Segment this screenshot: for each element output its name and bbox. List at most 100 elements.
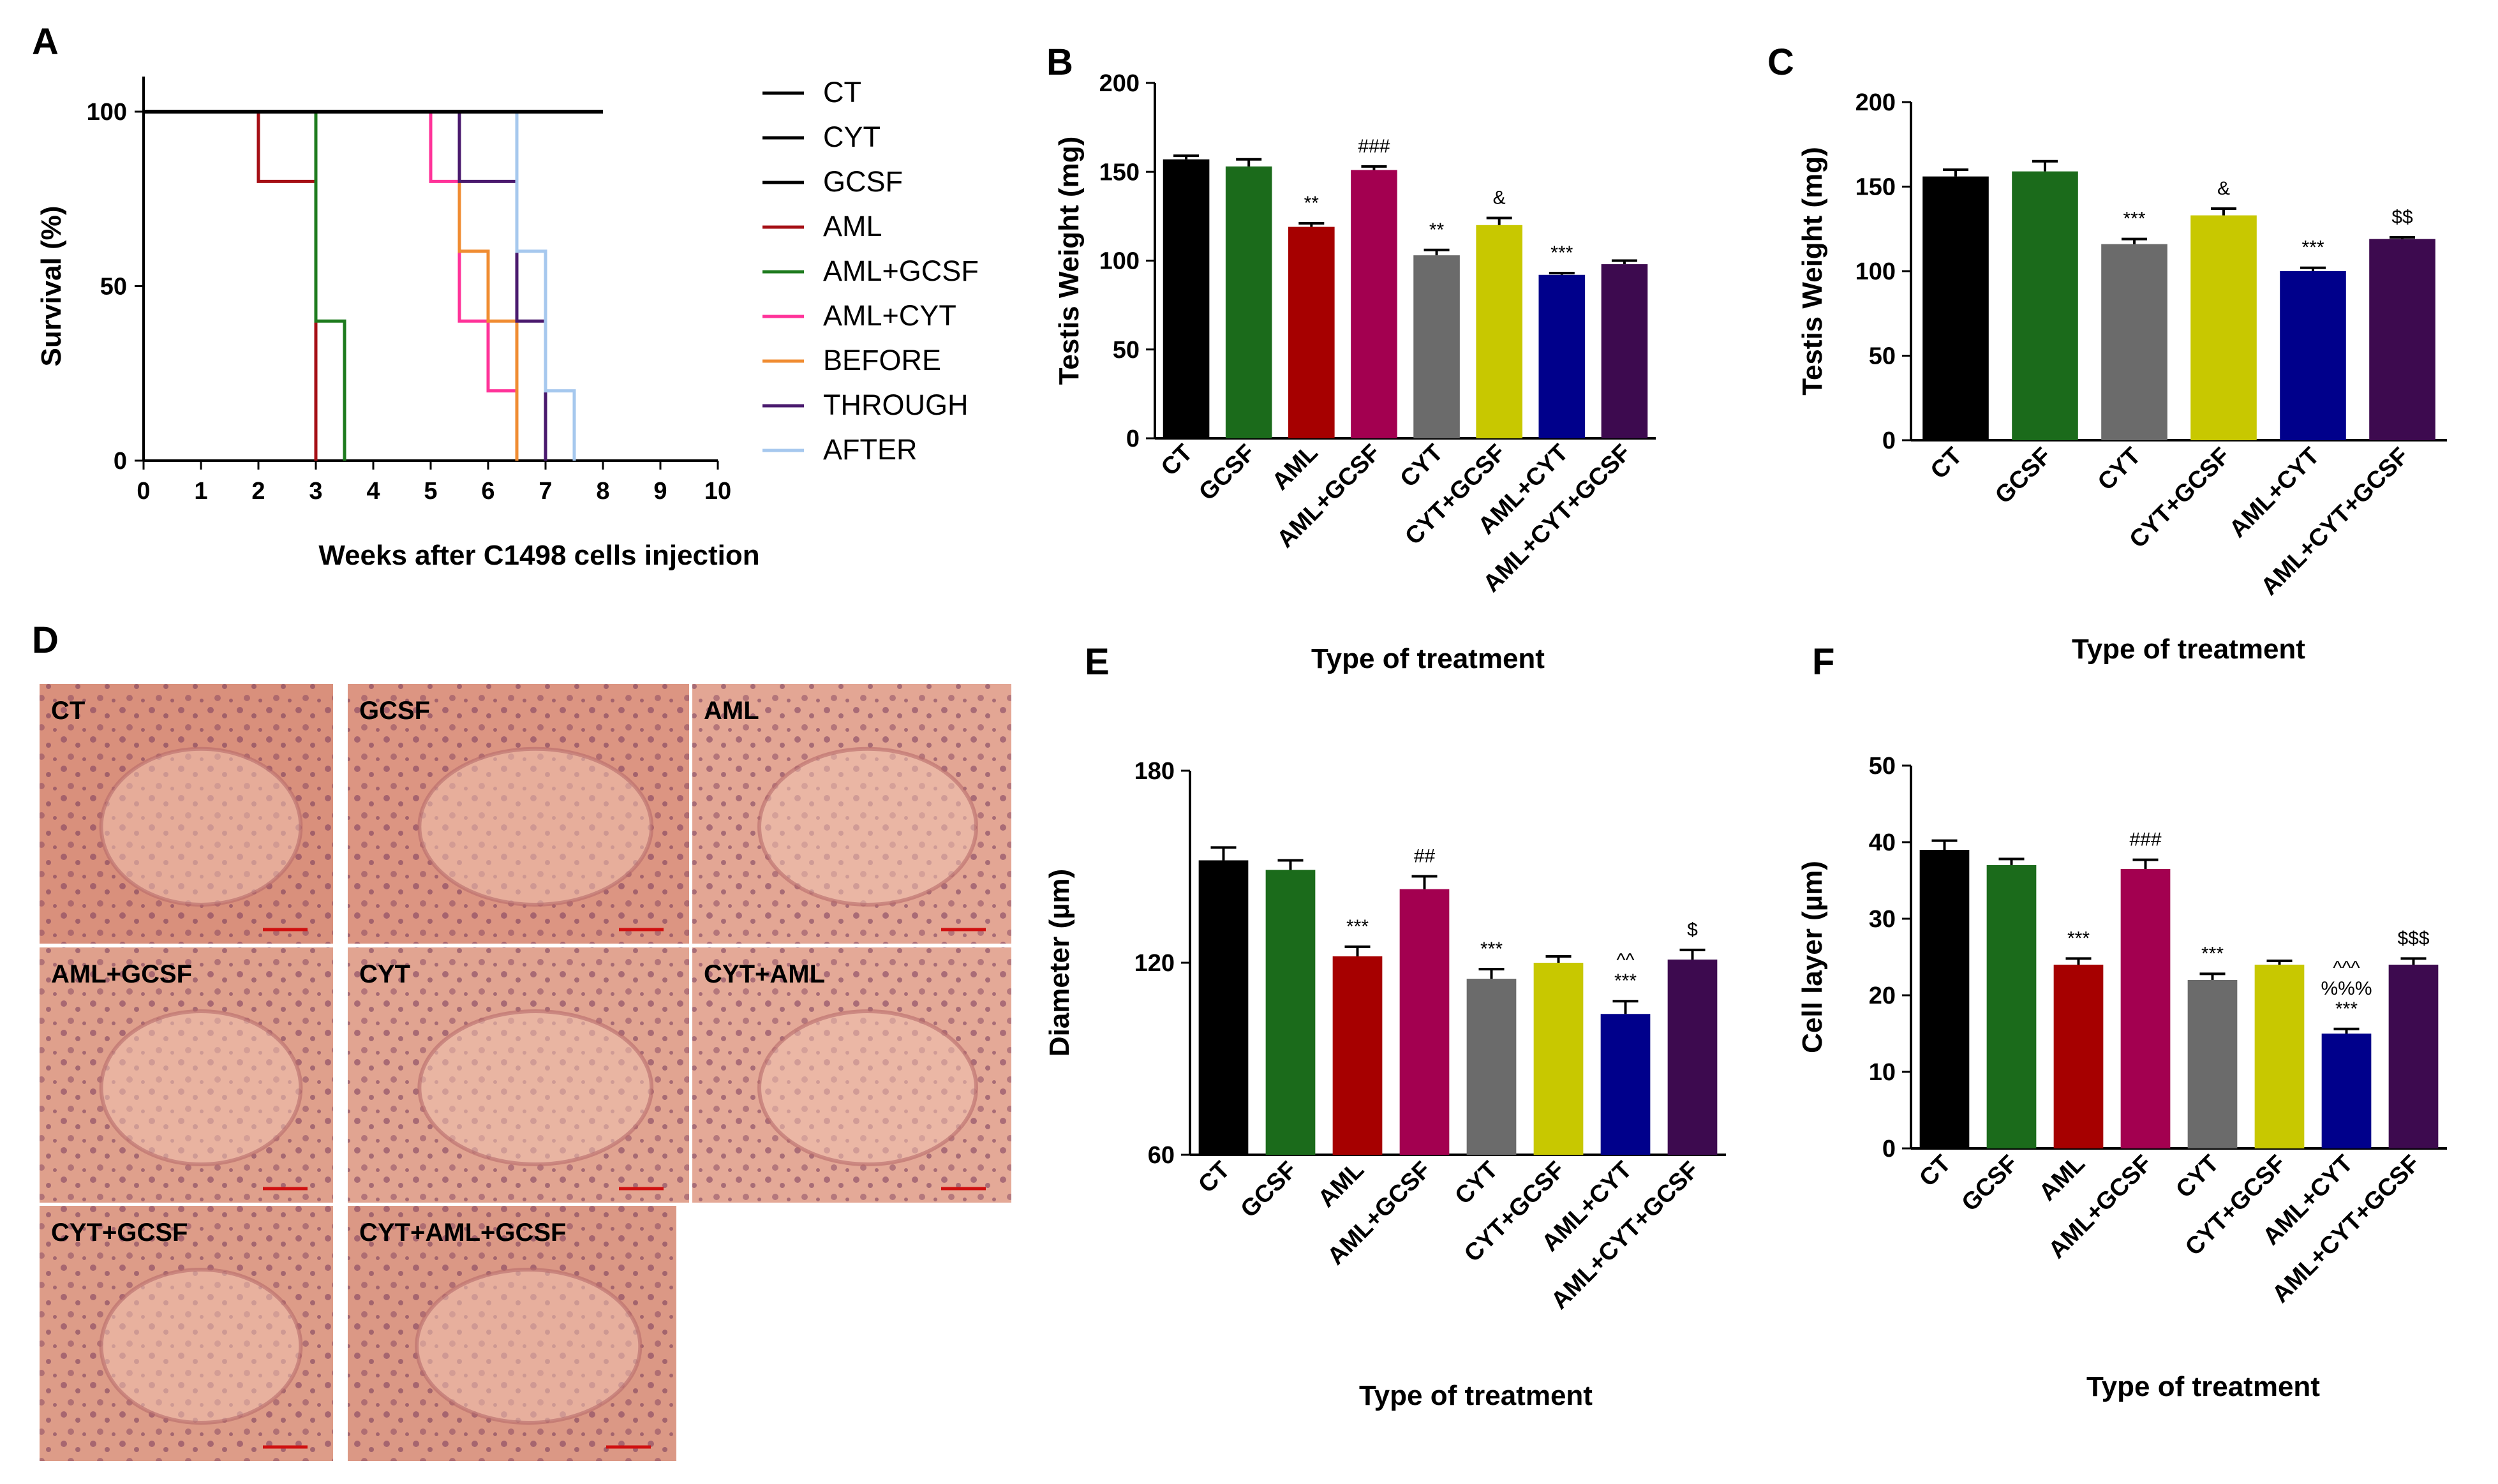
- panel-label-b: B: [1046, 41, 1073, 83]
- bar-ct: [1919, 850, 1970, 1148]
- bar-cyt-gcsf: [2254, 965, 2305, 1148]
- histology-image-aml: AML: [692, 684, 1011, 944]
- legend-label: BEFORE: [823, 344, 941, 376]
- significance-label: %%%: [2321, 978, 2372, 999]
- histology-image-cyt-gcsf: CYT+GCSF: [40, 1206, 333, 1461]
- y-tick-label: 200: [1099, 70, 1140, 97]
- histology-grid: CT GCSF AML AML+GCSF CYT CYT+AML CYT+GCSF CYT+A…: [40, 684, 1011, 1461]
- tubule-wall: [99, 1009, 303, 1166]
- tubule-wall: [99, 1268, 303, 1425]
- y-tick-label: 150: [1099, 159, 1140, 186]
- significance-label: ***: [2201, 943, 2224, 964]
- y-axis-title: Survival (%): [36, 206, 67, 367]
- legend-label: AML: [823, 210, 882, 242]
- tubule-lumen: [419, 1011, 652, 1164]
- significance-label: &: [1493, 188, 1506, 209]
- x-axis-title: Type of treatment: [2072, 634, 2305, 665]
- y-tick-label: 60: [1148, 1142, 1175, 1169]
- significance-label: **: [1304, 193, 1320, 214]
- tubule-lumen: [759, 1011, 976, 1164]
- category-label: AML: [2034, 1150, 2090, 1206]
- histology-label: AML+GCSF: [51, 960, 192, 988]
- x-axis-title: Type of treatment: [1311, 643, 1545, 674]
- legend-label: THROUGH: [823, 389, 968, 421]
- y-tick-label: 0: [1882, 427, 1896, 454]
- x-tick-label: 0: [137, 478, 150, 505]
- bar-ct: [1163, 159, 1210, 438]
- significance-label: $: [1687, 919, 1698, 940]
- significance-label: ###: [2129, 829, 2161, 850]
- tubule-wall: [415, 1268, 643, 1425]
- bar-aml-cyt-gcsf: [1601, 264, 1648, 438]
- category-label: AML: [1313, 1157, 1369, 1213]
- category-label: CT: [1926, 443, 1968, 485]
- legend-label: CYT: [823, 121, 881, 153]
- x-axis-title: Type of treatment: [1359, 1380, 1593, 1411]
- category-label: CYT: [2171, 1150, 2224, 1203]
- category-label: CT: [1914, 1150, 1956, 1192]
- survival-line-aml-cyt: [144, 110, 519, 461]
- x-tick-label: 5: [424, 478, 437, 505]
- histology-label: CT: [51, 697, 85, 725]
- x-tick-label: 4: [366, 478, 380, 505]
- panel-label-c: C: [1767, 41, 1794, 83]
- x-tick-label: 3: [309, 478, 322, 505]
- tubule-wall: [99, 746, 303, 907]
- tubule-wall: [417, 1009, 654, 1166]
- bar-aml-cyt: [2321, 1034, 2372, 1148]
- tubule-lumen: [417, 1270, 641, 1423]
- y-axis-title: Testis Weight (mg): [1797, 147, 1828, 396]
- significance-label: ^^: [1616, 950, 1634, 971]
- histology-image-cyt-aml-gcsf: CYT+AML+GCSF: [348, 1206, 676, 1461]
- bar-cyt-gcsf: [2190, 215, 2257, 440]
- bar-aml-cyt: [1600, 1014, 1651, 1155]
- bar-cyt-gcsf: [1476, 225, 1522, 438]
- y-tick-label: 40: [1869, 829, 1896, 856]
- y-tick-label: 10: [1869, 1059, 1896, 1086]
- survival-line-aml: [144, 110, 318, 461]
- panel-label-e: E: [1085, 641, 1110, 683]
- bar-cyt: [2187, 980, 2238, 1148]
- bar-ct: [1922, 176, 1989, 440]
- bar-aml-gcsf: [1399, 889, 1450, 1155]
- y-tick-label: 0: [114, 448, 127, 475]
- y-axis-title: Cell layer (µm): [1797, 861, 1828, 1053]
- tubule-wall: [757, 746, 978, 907]
- bar-aml-gcsf: [1351, 170, 1397, 438]
- category-label: AML: [1267, 440, 1323, 496]
- x-tick-label: 1: [194, 478, 207, 505]
- y-tick-label: 100: [1855, 258, 1896, 285]
- bar-aml-cyt-gcsf: [2369, 239, 2435, 440]
- legend-label: GCSF: [823, 165, 903, 198]
- significance-label: ***: [1614, 970, 1637, 991]
- histology-image-gcsf: GCSF: [348, 684, 689, 944]
- bar-cyt: [1466, 979, 1517, 1155]
- panel-label-a: A: [32, 21, 59, 63]
- histology-image-aml-gcsf: AML+GCSF: [40, 947, 333, 1203]
- significance-label: $$$: [2397, 928, 2429, 949]
- y-tick-label: 180: [1134, 758, 1175, 785]
- histology-label: AML: [704, 697, 759, 725]
- x-tick-label: 2: [251, 478, 265, 505]
- category-label: CYT: [2093, 443, 2146, 496]
- chart-testis-weight-b: 050100150200CTGCSF**AML###AML+GCSF**CYT&…: [1053, 70, 1656, 674]
- histology-image-cyt: CYT: [348, 947, 689, 1203]
- y-tick-label: 150: [1855, 174, 1896, 201]
- bar-ct: [1198, 860, 1249, 1155]
- significance-label: ###: [1358, 136, 1390, 157]
- x-tick-label: 10: [704, 478, 731, 505]
- histology-label: CYT+AML+GCSF: [359, 1219, 566, 1247]
- legend-label: CT: [823, 76, 861, 108]
- x-tick-label: 9: [653, 478, 667, 505]
- histology-label: GCSF: [359, 697, 430, 725]
- panel-label-d: D: [32, 620, 59, 661]
- tubule-wall: [417, 746, 654, 907]
- bar-gcsf: [2012, 171, 2078, 440]
- y-tick-label: 0: [1882, 1136, 1896, 1162]
- y-tick-label: 50: [100, 274, 127, 301]
- y-tick-label: 100: [87, 99, 127, 126]
- y-axis-title: Diameter (µm): [1044, 869, 1075, 1057]
- y-tick-label: 0: [1126, 426, 1140, 452]
